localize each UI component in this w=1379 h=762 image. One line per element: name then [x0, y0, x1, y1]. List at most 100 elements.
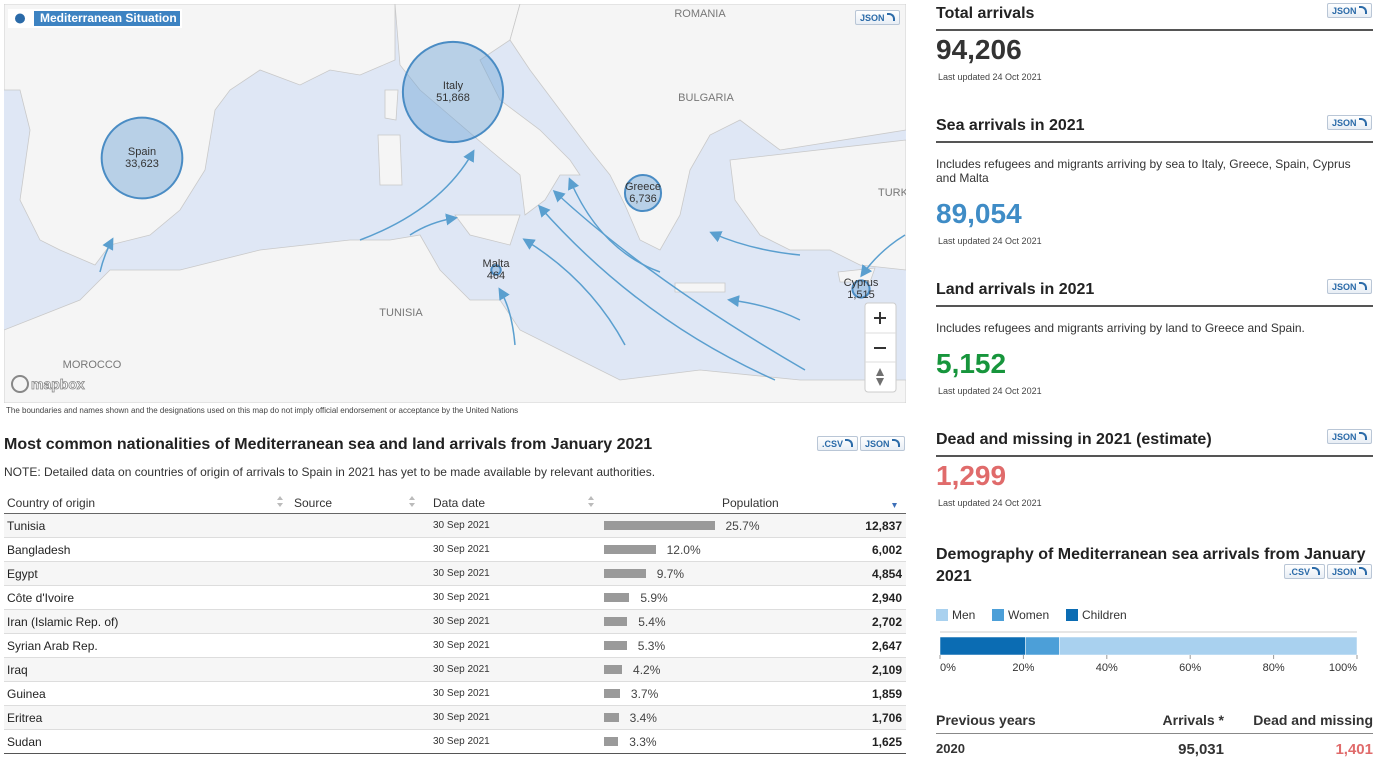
button-label: JSON — [1332, 432, 1357, 442]
share-bar — [604, 689, 620, 698]
json-button[interactable]: JSON — [1327, 3, 1372, 18]
stat-updated: Last updated 24 Oct 2021 — [938, 386, 1042, 396]
globe-icon — [15, 13, 25, 24]
legend-swatch — [1066, 609, 1078, 621]
country: Iran (Islamic Rep. of) — [7, 615, 119, 629]
row-rule — [4, 633, 906, 634]
marker-name: Cyprus — [844, 277, 879, 289]
country: Sudan — [7, 735, 42, 749]
column-header: Country of origin — [7, 496, 96, 510]
row-bg — [4, 562, 906, 586]
x-tick-label: 60% — [1179, 662, 1201, 674]
stat-value: 5,152 — [936, 348, 1007, 379]
country: Egypt — [7, 567, 38, 581]
button-label: .CSV — [1289, 567, 1311, 577]
map-label: ROMANIA — [674, 8, 726, 20]
rule — [936, 29, 1373, 31]
cell: 2020 — [936, 741, 965, 756]
population: 2,109 — [871, 663, 902, 677]
button-label: JSON — [865, 439, 890, 449]
stat-title: Land arrivals in 2021 — [936, 281, 1095, 298]
data-date: 30 Sep 2021 — [433, 688, 490, 699]
title-tag — [34, 11, 180, 26]
row-rule — [4, 537, 906, 538]
share-bar — [604, 713, 619, 722]
map-disclaimer: The boundaries and names shown and the d… — [6, 406, 519, 415]
share-bar — [604, 641, 627, 650]
json-button[interactable]: JSON — [1327, 429, 1372, 444]
sort-icon-active — [892, 503, 897, 508]
population: 2,702 — [871, 615, 902, 629]
share-label: 5.3% — [637, 639, 666, 653]
demography-title: Demography of Mediterranean sea arrivals… — [936, 546, 1366, 585]
share-bar — [604, 665, 623, 674]
json-button[interactable]: JSON — [860, 436, 905, 451]
button-label: JSON — [1332, 6, 1357, 16]
country: Bangladesh — [7, 543, 71, 557]
row-rule — [4, 705, 906, 706]
data-date: 30 Sep 2021 — [433, 544, 490, 555]
sort-icons[interactable] — [0, 494, 906, 514]
sort-icon — [588, 496, 594, 507]
stat-description: Includes refugees and migrants arriving … — [936, 157, 1351, 185]
population: 2,940 — [871, 591, 902, 605]
json-button[interactable]: JSON — [1327, 564, 1372, 579]
marker-value: 51,868 — [436, 92, 470, 104]
csv-button[interactable]: .CSV — [1284, 564, 1326, 579]
share-label: 9.7% — [656, 567, 685, 581]
stack-segment — [939, 636, 1026, 656]
data-date: 30 Sep 2021 — [433, 712, 490, 723]
share-bar — [604, 617, 628, 626]
button-label: JSON — [1332, 282, 1357, 292]
population: 1,859 — [871, 687, 902, 701]
x-tick-label: 40% — [1096, 662, 1118, 674]
compass[interactable] — [876, 368, 884, 386]
arrival-bubble — [851, 279, 871, 299]
zoom-in[interactable] — [874, 312, 886, 324]
button-label: JSON — [1332, 567, 1357, 577]
marker-value: 33,623 — [125, 158, 159, 170]
json-button[interactable]: JSON — [1327, 115, 1372, 130]
legend-swatch — [992, 609, 1004, 621]
json-button[interactable]: JSON — [1327, 279, 1372, 294]
share-label: 3.3% — [629, 735, 657, 749]
data-date: 30 Sep 2021 — [433, 616, 490, 627]
arrival-bubble — [623, 173, 663, 213]
data-date: 30 Sep 2021 — [433, 664, 490, 675]
marker-name: Greece — [625, 181, 661, 193]
marker-name: Spain — [128, 146, 156, 158]
rule — [936, 305, 1373, 307]
data-date: 30 Sep 2021 — [433, 568, 490, 579]
share-bar — [604, 737, 619, 746]
mapbox-logo — [11, 375, 29, 393]
marker-name: Italy — [443, 80, 464, 92]
zoom-control[interactable] — [864, 302, 897, 393]
csv-button[interactable]: .CSV — [817, 436, 859, 451]
row-bg — [4, 658, 906, 682]
table-note: NOTE: Detailed data on countries of orig… — [4, 465, 656, 479]
stat-value: 94,206 — [936, 34, 1022, 65]
map-json-button[interactable]: JSON — [855, 10, 900, 25]
sort-icon — [277, 496, 283, 507]
population: 2,647 — [871, 639, 902, 653]
arrival-bubble — [490, 264, 502, 276]
stat-updated: Last updated 24 Oct 2021 — [938, 498, 1042, 508]
row-bg — [4, 610, 906, 634]
button-label: .CSV — [822, 439, 844, 449]
header-rule — [936, 733, 1373, 734]
header-rule — [4, 513, 906, 514]
arrival-bubble — [100, 116, 184, 200]
stack-segment — [1059, 636, 1358, 656]
share-label: 3.4% — [629, 711, 657, 725]
arrival-bubble — [401, 40, 505, 144]
x-tick-label: 0% — [940, 662, 956, 674]
marker-name: Malta — [483, 258, 511, 270]
sort-icon — [409, 496, 415, 507]
row-rule — [4, 585, 906, 586]
row-rule — [4, 729, 906, 730]
map-labels: ROMANIA BULGARIA TURK TUNISIA MOROCCO — [63, 8, 906, 371]
map-label: TURK — [878, 187, 906, 199]
